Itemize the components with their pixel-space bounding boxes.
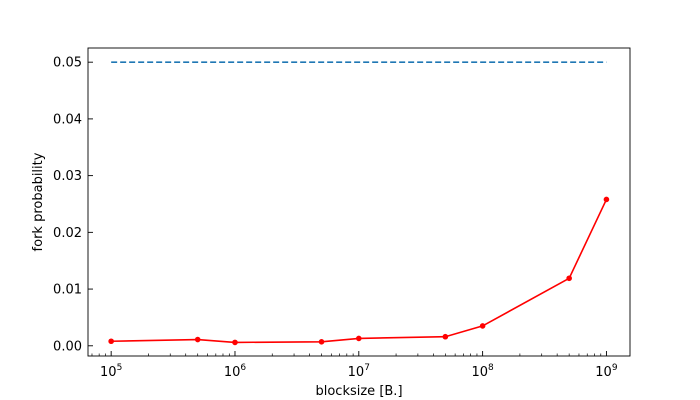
y-tick-label: 0.03 [53, 169, 82, 184]
series-1-point [356, 335, 362, 342]
series-layer [108, 61, 610, 346]
series-1-point [194, 336, 201, 343]
x-tick-label: 107 [348, 363, 370, 380]
series-1-point [442, 333, 449, 340]
series-1-point [108, 338, 114, 345]
y-tick-label: 0.05 [53, 56, 82, 71]
x-tick-label: 105 [100, 363, 122, 380]
axes-layer: 0.00 0.01 0.02 0.03 0.04 0.05 105 106 107 108 109 [53, 47, 631, 380]
y-tick-label: 0.02 [53, 226, 82, 241]
y-axis-label: fork probability [31, 152, 46, 251]
y-tick-label: 0.04 [53, 112, 82, 127]
x-tick-label: 109 [595, 363, 618, 380]
series-1-point [603, 196, 610, 203]
x-tick-label: 106 [224, 363, 247, 380]
series-1-point [318, 339, 325, 345]
x-tick-label: 108 [471, 363, 494, 380]
series-1-point [479, 323, 486, 329]
x-axis-label: blocksize [B.] [315, 384, 402, 399]
y-tick-label: 0.01 [53, 283, 82, 298]
series-1-point [232, 339, 238, 346]
series-1-point [566, 275, 572, 282]
y-tick-label: 0.00 [53, 339, 82, 354]
